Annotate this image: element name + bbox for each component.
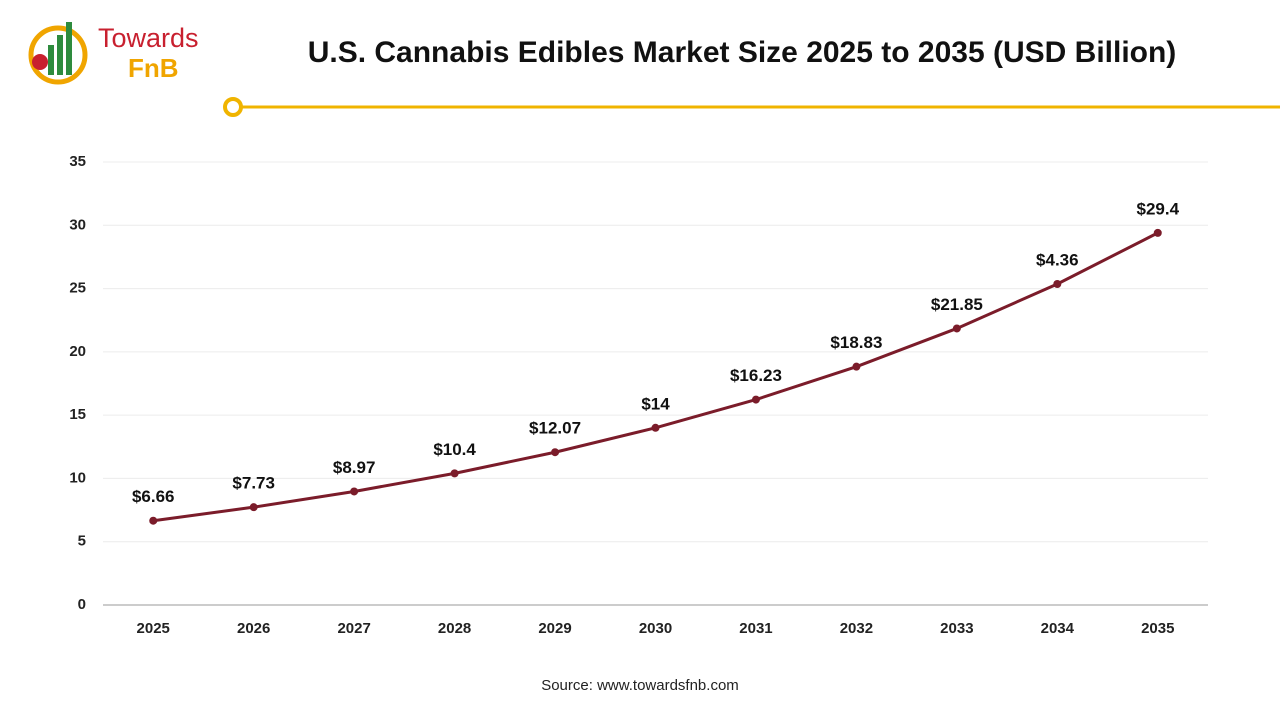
logo: Towards FnB <box>28 22 199 85</box>
logo-dot <box>32 54 48 70</box>
logo-text: FnB <box>128 53 179 83</box>
logo-bar <box>57 35 63 75</box>
x-tick-label: 2029 <box>538 620 571 637</box>
y-tick-label: 35 <box>69 153 86 170</box>
logo-ring <box>28 25 88 85</box>
x-tick-label: 2027 <box>337 620 370 637</box>
data-label: $6.66 <box>132 487 175 506</box>
x-tick-label: 2026 <box>237 620 270 637</box>
x-tick-label: 2034 <box>1041 620 1075 637</box>
point <box>1053 280 1062 289</box>
y-tick-label: 10 <box>69 469 86 486</box>
point <box>149 516 158 525</box>
x-tick-label: 2030 <box>639 620 672 637</box>
data-label: $12.07 <box>529 419 581 438</box>
point <box>551 448 560 457</box>
x-tick-label: 2028 <box>438 620 471 637</box>
y-tick-label: 5 <box>78 533 86 550</box>
point <box>350 487 359 496</box>
x-tick-label: 2035 <box>1141 620 1174 637</box>
point <box>751 395 760 404</box>
point <box>852 362 861 371</box>
data-label: $7.73 <box>232 474 275 493</box>
data-label: $18.83 <box>830 333 882 352</box>
data-label: $8.97 <box>333 458 376 477</box>
data-label: $21.85 <box>931 295 983 314</box>
y-tick-label: 15 <box>69 406 86 423</box>
data-label: $16.23 <box>730 366 782 385</box>
y-tick-label: 25 <box>69 280 86 297</box>
x-tick-label: 2025 <box>137 620 170 637</box>
y-tick-label: 20 <box>69 343 86 360</box>
y-tick-label: 0 <box>78 596 86 613</box>
x-tick-label: 2031 <box>739 620 772 637</box>
title-rule-dot <box>223 97 243 117</box>
logo-bar <box>48 45 54 75</box>
data-label: $10.4 <box>433 440 476 459</box>
point <box>651 423 660 432</box>
point <box>952 324 961 333</box>
y-tick-label: 30 <box>69 216 86 233</box>
x-tick-label: 2032 <box>840 620 873 637</box>
source: Source: www.towardsfnb.com <box>541 677 739 694</box>
data-label: $29.4 <box>1136 199 1179 218</box>
point <box>249 503 258 512</box>
logo-text: Towards <box>98 23 199 53</box>
x-tick-label: 2033 <box>940 620 973 637</box>
line <box>153 231 1159 523</box>
data-label: $14 <box>641 394 670 413</box>
chart-title: U.S. Cannabis Edibles Market Size 2025 t… <box>308 36 1177 69</box>
point <box>450 469 459 478</box>
logo-bar <box>66 22 72 75</box>
point <box>1153 228 1162 237</box>
data-label: $4.36 <box>1036 250 1079 269</box>
